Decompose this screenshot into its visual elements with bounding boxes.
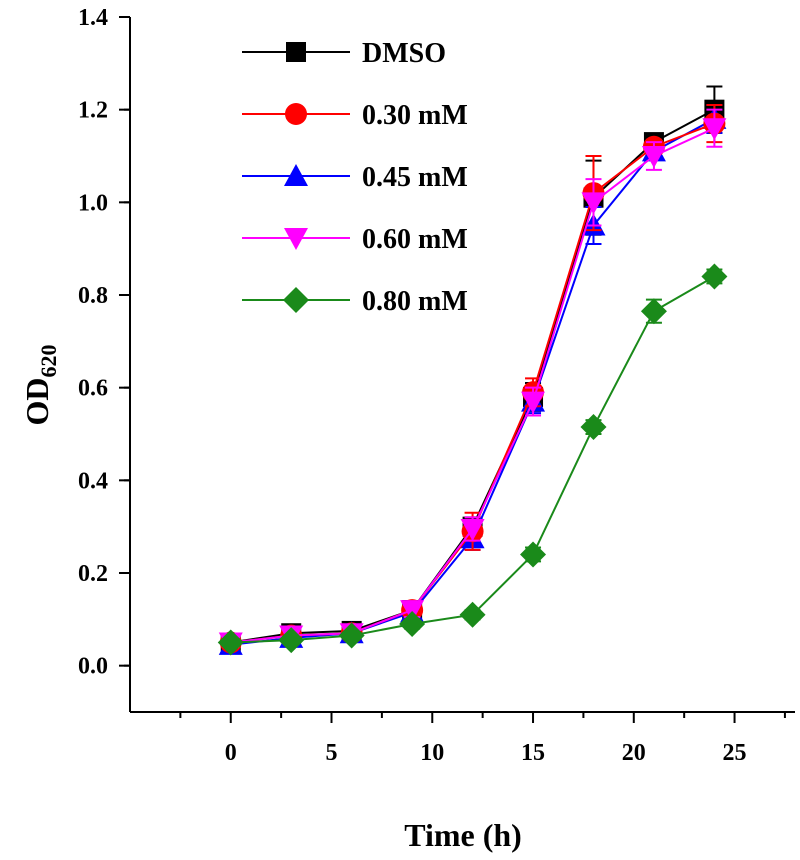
series-0-80-mm — [217, 263, 728, 656]
legend-item-0-60-mm: 0.60 mM — [242, 224, 468, 255]
data-point — [460, 518, 485, 541]
data-point — [399, 610, 426, 637]
y-axis-title-subscript: 620 — [36, 345, 61, 378]
series-line — [230, 108, 715, 644]
data-point — [701, 263, 728, 290]
x-tick-label: 5 — [326, 740, 338, 766]
x-tick-label: 25 — [723, 740, 747, 766]
legend-marker — [284, 164, 308, 186]
series-0-30-mm — [219, 104, 726, 654]
x-tick-label: 20 — [622, 740, 646, 766]
axes: 0.0 0.2 0.4 0.6 0.8 1.0 1.2 1.4 0 5 10 15 20 25 — [78, 5, 795, 766]
y-tick-label: 0.4 — [78, 468, 108, 494]
data-point — [640, 298, 667, 325]
data-point — [702, 118, 727, 141]
legend-item-0-45-mm: 0.45 mM — [242, 162, 468, 193]
y-tick-label: 0.0 — [78, 654, 108, 680]
y-tick-label: 0.6 — [78, 376, 108, 402]
y-tick-label: 0.2 — [78, 561, 108, 587]
legend-marker — [285, 103, 307, 125]
x-tick-label: 15 — [521, 740, 545, 766]
y-tick-label: 1.0 — [78, 190, 108, 216]
data-point — [338, 622, 365, 649]
legend-item-dmso: DMSO — [242, 38, 446, 69]
legend: DMSO 0.30 mM 0.45 mM 0.60 mM 0.80 mM — [242, 38, 468, 317]
x-tick-label: 0 — [225, 740, 237, 766]
series-layer — [217, 85, 728, 656]
y-axis-title: OD620 — [19, 345, 61, 426]
data-point — [459, 601, 486, 628]
legend-marker — [284, 228, 308, 250]
legend-label: 0.60 mM — [362, 224, 468, 255]
series-line — [230, 275, 715, 644]
legend-item-0-30-mm: 0.30 mM — [242, 100, 468, 131]
legend-label: 0.80 mM — [362, 286, 468, 317]
legend-label: 0.30 mM — [362, 100, 468, 131]
x-tick-label: 10 — [420, 740, 444, 766]
data-point — [581, 192, 606, 215]
series-0-45-mm — [218, 104, 727, 655]
data-point — [520, 541, 547, 568]
y-tick-label: 1.4 — [78, 5, 108, 31]
data-point — [278, 627, 305, 654]
y-tick-label: 0.8 — [78, 283, 108, 309]
data-point — [521, 391, 546, 414]
legend-label: 0.45 mM — [362, 162, 468, 193]
series-line — [230, 127, 715, 644]
x-axis-title: Time (h) — [404, 817, 522, 853]
legend-item-0-80-mm: 0.80 mM — [242, 286, 468, 317]
series-0-60-mm — [218, 108, 727, 655]
legend-marker — [286, 42, 306, 62]
data-point — [217, 629, 244, 656]
legend-marker — [283, 287, 309, 313]
legend-label: DMSO — [362, 38, 446, 69]
data-point — [641, 146, 666, 168]
y-axis-title-main: OD — [19, 378, 55, 426]
series-line — [230, 118, 715, 646]
series-line — [230, 122, 715, 644]
y-tick-label: 1.2 — [78, 98, 108, 124]
data-point — [580, 414, 607, 441]
